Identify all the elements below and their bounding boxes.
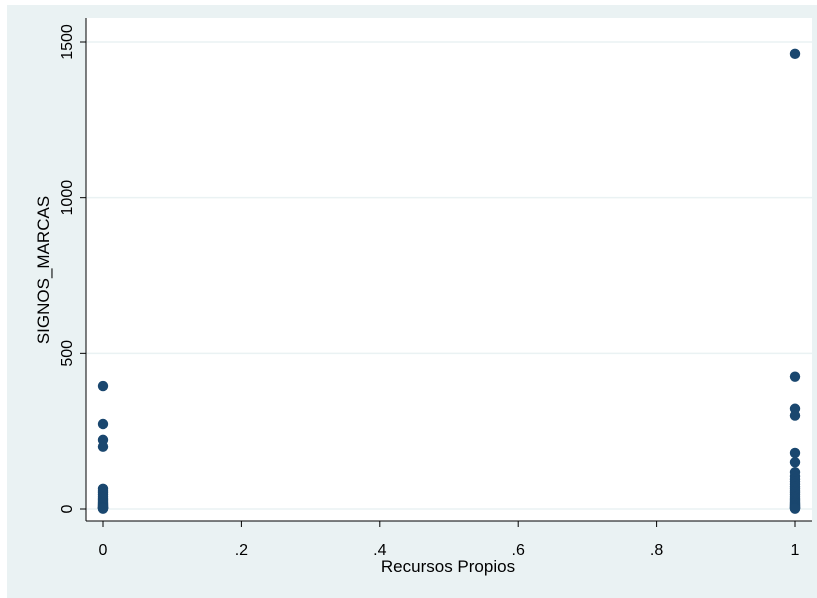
y-tick-label: 0 xyxy=(59,504,76,513)
y-tick-label: 500 xyxy=(59,340,76,367)
data-point xyxy=(789,457,801,468)
y-axis-title: SIGNOS_MARCAS xyxy=(34,196,53,344)
x-tick-label: 1 xyxy=(791,542,800,559)
x-axis-title: Recursos Propios xyxy=(381,557,515,576)
x-tick-label: .2 xyxy=(235,542,248,559)
x-tick-label: 0 xyxy=(99,542,108,559)
data-point xyxy=(97,380,109,392)
y-tick-label: 1500 xyxy=(59,24,76,60)
data-point xyxy=(789,503,801,514)
data-point xyxy=(789,48,801,60)
x-tick-label: .8 xyxy=(650,542,663,559)
y-tick-label: 1000 xyxy=(59,180,76,216)
x-tick-label: .4 xyxy=(373,542,386,559)
data-point xyxy=(97,418,109,430)
data-point xyxy=(789,447,801,459)
y-axis-ticks: 0 500 1000 1500 xyxy=(59,24,86,513)
data-point xyxy=(97,441,109,452)
x-tick-label: .6 xyxy=(512,542,525,559)
data-point xyxy=(789,410,801,421)
x-axis-ticks: 0 .2 .4 .6 .8 1 xyxy=(99,521,800,559)
data-point xyxy=(789,371,801,382)
plot-area xyxy=(86,18,812,521)
data-point xyxy=(97,503,109,514)
data-points xyxy=(97,48,801,514)
gridlines xyxy=(86,41,812,510)
